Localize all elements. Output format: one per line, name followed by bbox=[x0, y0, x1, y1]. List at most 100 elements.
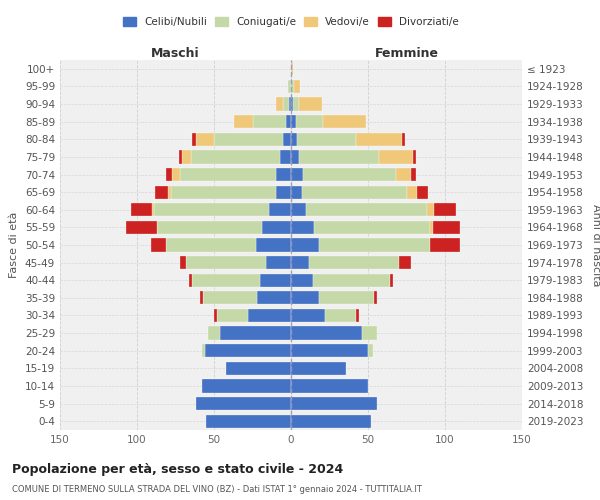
Bar bbox=[193, 274, 260, 287]
Bar bbox=[430, 238, 460, 252]
Bar bbox=[203, 291, 257, 304]
Bar bbox=[296, 115, 323, 128]
Bar bbox=[208, 326, 220, 340]
Bar bbox=[427, 203, 434, 216]
Bar bbox=[275, 168, 291, 181]
Bar bbox=[193, 132, 196, 146]
Bar bbox=[291, 238, 319, 252]
Bar bbox=[402, 132, 405, 146]
Bar bbox=[291, 256, 310, 269]
Bar bbox=[291, 326, 362, 340]
Bar bbox=[291, 397, 377, 410]
Bar bbox=[323, 115, 367, 128]
Bar bbox=[291, 274, 313, 287]
Bar bbox=[248, 309, 291, 322]
Bar bbox=[356, 309, 359, 322]
Bar bbox=[166, 238, 256, 252]
Bar bbox=[269, 203, 291, 216]
Bar bbox=[283, 98, 289, 110]
Bar bbox=[434, 203, 456, 216]
Y-axis label: Fasce di età: Fasce di età bbox=[10, 212, 19, 278]
Bar bbox=[166, 168, 172, 181]
Bar bbox=[291, 291, 319, 304]
Bar bbox=[299, 98, 322, 110]
Bar bbox=[180, 256, 186, 269]
Text: COMUNE DI TERMENO SULLA STRADA DEL VINO (BZ) - Dati ISTAT 1° gennaio 2024 - TUTT: COMUNE DI TERMENO SULLA STRADA DEL VINO … bbox=[12, 485, 422, 494]
Bar bbox=[399, 256, 411, 269]
Bar bbox=[297, 132, 356, 146]
Bar bbox=[411, 168, 416, 181]
Bar bbox=[325, 309, 356, 322]
Bar bbox=[154, 203, 269, 216]
Text: Femmine: Femmine bbox=[374, 47, 439, 60]
Bar bbox=[291, 186, 302, 198]
Bar bbox=[266, 256, 291, 269]
Bar bbox=[196, 132, 214, 146]
Bar bbox=[291, 62, 293, 76]
Bar bbox=[302, 186, 407, 198]
Bar bbox=[202, 344, 205, 358]
Bar bbox=[253, 115, 286, 128]
Bar bbox=[417, 186, 428, 198]
Bar bbox=[368, 344, 373, 358]
Y-axis label: Anni di nascita: Anni di nascita bbox=[590, 204, 600, 286]
Bar bbox=[280, 150, 291, 164]
Bar bbox=[200, 291, 203, 304]
Bar bbox=[257, 291, 291, 304]
Bar bbox=[214, 309, 217, 322]
Bar bbox=[220, 326, 291, 340]
Bar bbox=[291, 362, 346, 375]
Bar bbox=[168, 186, 171, 198]
Bar bbox=[291, 309, 325, 322]
Bar bbox=[294, 80, 300, 93]
Bar bbox=[275, 186, 291, 198]
Bar bbox=[433, 221, 460, 234]
Bar bbox=[262, 221, 291, 234]
Bar bbox=[186, 256, 266, 269]
Bar bbox=[260, 274, 291, 287]
Bar bbox=[319, 291, 374, 304]
Bar bbox=[151, 238, 166, 252]
Bar bbox=[171, 186, 275, 198]
Bar bbox=[214, 132, 283, 146]
Bar bbox=[179, 150, 182, 164]
Bar bbox=[374, 291, 377, 304]
Bar bbox=[362, 326, 377, 340]
Bar bbox=[152, 203, 154, 216]
Bar bbox=[291, 221, 314, 234]
Bar bbox=[413, 150, 416, 164]
Bar bbox=[291, 414, 371, 428]
Bar bbox=[430, 221, 433, 234]
Text: Maschi: Maschi bbox=[151, 47, 200, 60]
Bar bbox=[234, 115, 253, 128]
Bar bbox=[314, 221, 430, 234]
Bar bbox=[286, 115, 291, 128]
Bar bbox=[299, 150, 379, 164]
Bar bbox=[356, 132, 402, 146]
Bar bbox=[389, 274, 392, 287]
Bar bbox=[190, 274, 193, 287]
Bar bbox=[291, 344, 368, 358]
Bar bbox=[182, 150, 191, 164]
Bar bbox=[256, 238, 291, 252]
Text: Popolazione per età, sesso e stato civile - 2024: Popolazione per età, sesso e stato civil… bbox=[12, 463, 343, 476]
Bar bbox=[379, 150, 413, 164]
Bar bbox=[319, 238, 430, 252]
Bar bbox=[283, 132, 291, 146]
Bar bbox=[291, 380, 368, 392]
Bar bbox=[307, 203, 427, 216]
Bar bbox=[291, 80, 294, 93]
Bar bbox=[288, 80, 291, 93]
Bar bbox=[291, 150, 299, 164]
Bar bbox=[202, 380, 291, 392]
Bar bbox=[310, 256, 399, 269]
Bar bbox=[157, 221, 262, 234]
Bar bbox=[289, 98, 291, 110]
Bar bbox=[205, 344, 291, 358]
Bar bbox=[226, 362, 291, 375]
Bar bbox=[275, 98, 283, 110]
Bar bbox=[304, 168, 396, 181]
Bar bbox=[291, 115, 296, 128]
Bar bbox=[291, 98, 293, 110]
Bar bbox=[155, 186, 168, 198]
